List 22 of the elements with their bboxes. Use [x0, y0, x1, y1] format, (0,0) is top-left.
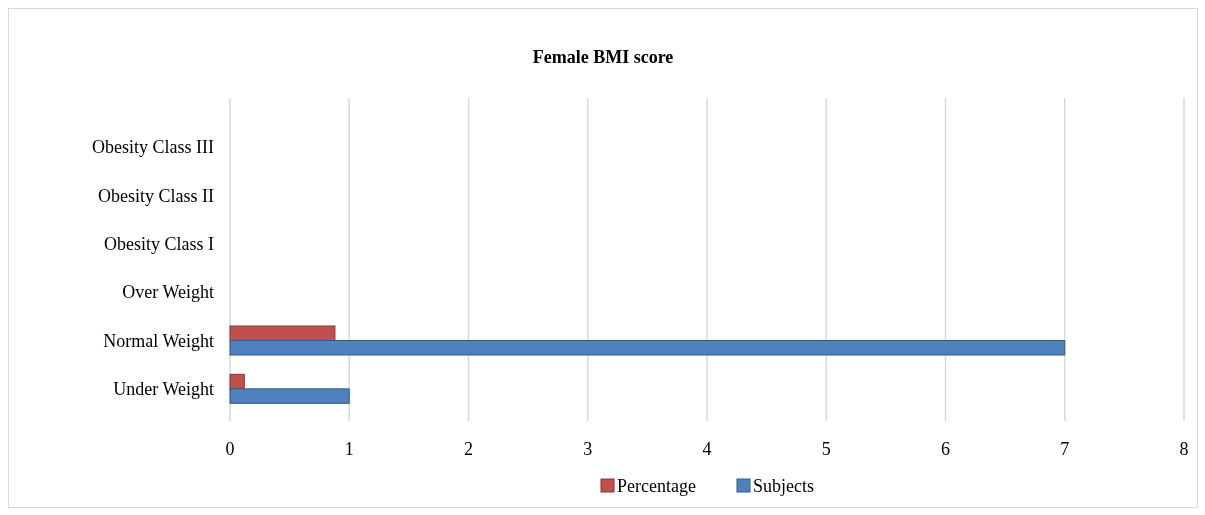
legend-label: Subjects	[753, 476, 814, 497]
x-tick-label: 2	[464, 439, 473, 459]
x-tick-label: 8	[1179, 439, 1189, 459]
bar	[229, 388, 350, 404]
bar	[229, 340, 1066, 356]
x-tick-label: 1	[344, 439, 354, 459]
y-tick-label: Under Weight	[113, 379, 214, 400]
bar	[229, 373, 245, 390]
x-tick-label: 6	[941, 439, 950, 459]
x-tick-label: 3	[583, 439, 593, 459]
y-tick-label: Obesity Class II	[98, 185, 214, 206]
x-tick-label: 7	[1060, 439, 1070, 459]
y-tick-label: Obesity Class III	[92, 137, 214, 158]
x-tick-label: 4	[702, 439, 712, 459]
y-tick-label: Normal Weight	[103, 330, 214, 351]
x-tick-label: 0	[225, 439, 235, 459]
chart-title: Female BMI score	[532, 47, 674, 67]
bar	[229, 325, 336, 341]
y-tick-label: Over Weight	[122, 282, 214, 303]
legend-label: Percentage	[617, 476, 696, 497]
x-tick-label: 5	[821, 439, 831, 459]
y-tick-label: Obesity Class I	[104, 234, 214, 255]
